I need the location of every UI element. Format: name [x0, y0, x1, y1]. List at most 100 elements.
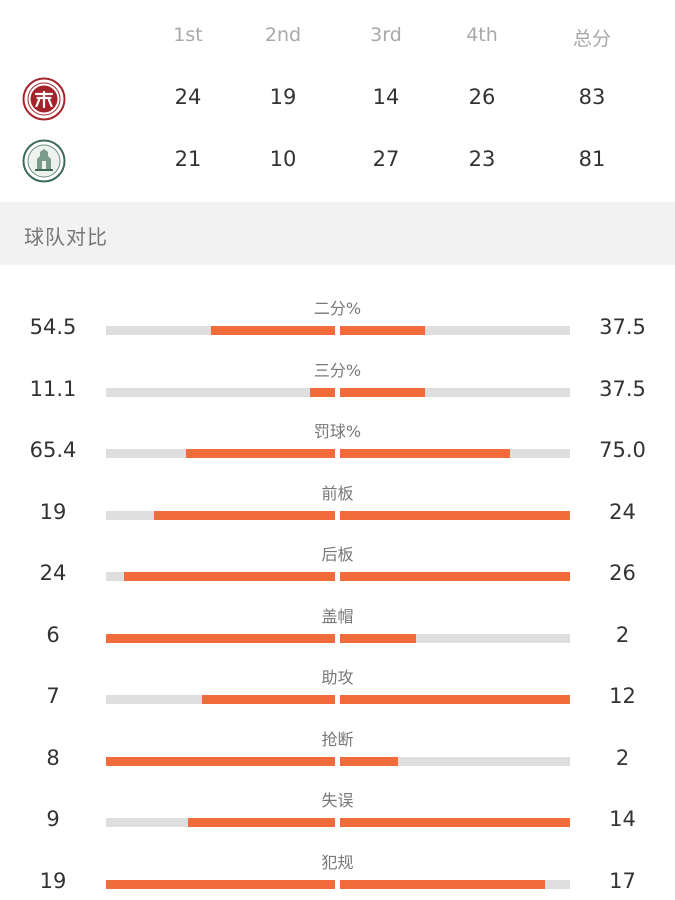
- team1-q4-score: 26: [468, 85, 496, 109]
- stat-right-value: 14: [609, 807, 636, 831]
- team2-q3-score: 27: [372, 147, 400, 171]
- stat-left-bar-fill: [154, 510, 335, 520]
- stat-left-bar-fill: [106, 879, 335, 889]
- header-q1: 1st: [173, 24, 203, 46]
- stat-label: 抢断: [321, 729, 354, 749]
- stat-label: 盖帽: [321, 606, 354, 626]
- stat-left-bar-fill: [124, 572, 335, 581]
- stat-right-value: 12: [609, 684, 636, 708]
- stat-row: 前板 19 24: [0, 470, 675, 531]
- stat-left-bar-track: [106, 818, 335, 827]
- stat-left-value: 19: [39, 868, 67, 893]
- team1-total-score: 83: [578, 85, 606, 109]
- team1-q1-score: 24: [174, 85, 202, 109]
- stat-left-bar-track: [106, 449, 335, 458]
- stat-left-bar-track: [106, 510, 335, 520]
- stat-right-value: 2: [615, 745, 630, 770]
- team2-total-score: 81: [578, 147, 606, 171]
- stat-right-bar-fill: [340, 756, 398, 766]
- stat-right-bar-fill: [340, 879, 545, 889]
- stat-left-value: 8: [46, 745, 60, 770]
- team2-q2-score: 10: [269, 147, 297, 171]
- stat-right-value: 26: [609, 561, 636, 585]
- stat-right-bar-track: [340, 879, 570, 889]
- stat-right-bar-track: [340, 510, 570, 520]
- stat-label: 后板: [321, 545, 354, 564]
- stat-left-value: 11.1: [29, 376, 77, 401]
- stat-left-value: 54.5: [29, 315, 77, 339]
- stat-right-bar-track: [340, 387, 570, 397]
- stat-left-bar-fill: [202, 695, 335, 704]
- peking-university-crest-icon: [22, 77, 66, 121]
- quarter-score-table: 1st 2nd 3rd 4th 总分 24 19 14 26 83: [0, 0, 675, 200]
- stat-row: 犯规 19 17: [0, 839, 675, 900]
- stat-right-bar-fill: [340, 387, 426, 397]
- stat-right-bar-track: [340, 572, 570, 581]
- header-q4: 4th: [466, 24, 498, 46]
- team-row-2[interactable]: 21 10 27 23 81: [0, 135, 675, 185]
- stat-row: 罚球% 65.4 75.0: [0, 408, 675, 469]
- team-stats-comparison: 二分% 54.5 37.5 三分% 11.1 37.5 罚球% 65.4 75.0 前板 19 24 后…: [0, 285, 675, 900]
- stat-left-value: 24: [39, 561, 67, 585]
- team-comparison-section-header: 球队对比: [0, 202, 675, 265]
- stat-right-bar-track: [340, 756, 570, 766]
- stat-right-bar-track: [340, 633, 570, 643]
- stat-left-value: 19: [39, 499, 67, 524]
- stat-label: 罚球%: [313, 422, 362, 441]
- stat-left-value: 9: [46, 807, 60, 831]
- team1-q3-score: 14: [372, 85, 400, 109]
- stat-label: 失误: [321, 791, 354, 810]
- university-building-crest-icon: [22, 139, 66, 183]
- stat-left-bar-fill: [188, 818, 335, 827]
- stat-row: 失误 9 14: [0, 777, 675, 838]
- stat-right-bar-fill: [340, 695, 570, 704]
- stat-label: 二分%: [313, 299, 362, 318]
- stat-left-bar-track: [106, 326, 335, 335]
- stat-right-bar-track: [340, 449, 570, 458]
- stat-row: 二分% 54.5 37.5: [0, 285, 675, 346]
- stat-label: 前板: [321, 483, 354, 503]
- stat-left-bar-track: [106, 572, 335, 581]
- team2-q4-score: 23: [468, 147, 496, 171]
- stat-right-bar-fill: [340, 572, 570, 581]
- team1-q2-score: 19: [269, 85, 297, 109]
- team2-q1-score: 21: [174, 147, 202, 171]
- stat-right-value: 17: [609, 868, 636, 893]
- stat-right-value: 37.5: [599, 376, 646, 401]
- stat-left-bar-track: [106, 387, 335, 397]
- stat-label: 三分%: [313, 360, 362, 380]
- stat-left-value: 7: [46, 684, 60, 708]
- stat-row: 盖帽 6 2: [0, 593, 675, 654]
- stat-left-bar-track: [106, 633, 335, 643]
- stat-right-bar-fill: [340, 449, 511, 458]
- stat-left-bar-fill: [186, 449, 335, 458]
- stat-left-bar-fill: [211, 326, 335, 335]
- header-q3: 3rd: [370, 24, 402, 46]
- header-total: 总分: [572, 28, 611, 50]
- stat-left-bar-track: [106, 695, 335, 704]
- header-q2: 2nd: [264, 24, 302, 46]
- stat-left-bar-fill: [106, 756, 335, 766]
- stat-right-bar-track: [340, 818, 570, 827]
- stat-label: 犯规: [321, 852, 354, 872]
- stat-label: 助攻: [321, 668, 354, 687]
- stat-right-bar-fill: [340, 633, 416, 643]
- stat-row: 抢断 8 2: [0, 716, 675, 777]
- stat-right-bar-track: [340, 695, 570, 704]
- stat-right-bar-fill: [340, 510, 570, 520]
- stat-right-value: 24: [609, 499, 636, 524]
- stat-left-bar-fill: [309, 387, 335, 397]
- stat-right-value: 2: [615, 622, 630, 647]
- team-row-1[interactable]: 24 19 14 26 83: [0, 73, 675, 123]
- stat-right-bar-track: [340, 326, 570, 335]
- stat-right-value: 37.5: [599, 315, 646, 339]
- stat-row: 助攻 7 12: [0, 654, 675, 715]
- stat-left-bar-track: [106, 879, 335, 889]
- stat-row: 后板 24 26: [0, 531, 675, 592]
- section-title: 球队对比: [24, 225, 108, 249]
- stat-right-value: 75.0: [599, 438, 646, 462]
- stat-left-bar-fill: [106, 633, 335, 643]
- stat-right-bar-fill: [340, 818, 570, 827]
- stat-left-bar-track: [106, 756, 335, 766]
- stat-right-bar-fill: [340, 326, 426, 335]
